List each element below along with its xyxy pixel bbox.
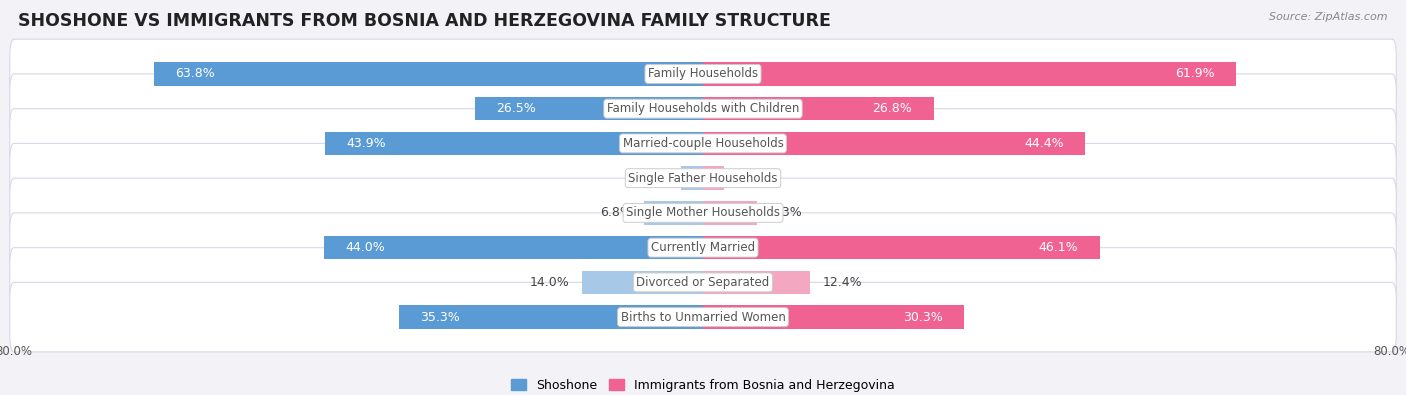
FancyBboxPatch shape: [10, 74, 1396, 143]
Text: 6.3%: 6.3%: [770, 207, 801, 219]
Bar: [323, 236, 703, 260]
Text: 46.1%: 46.1%: [1039, 241, 1078, 254]
FancyBboxPatch shape: [10, 143, 1396, 213]
Bar: [703, 132, 1085, 155]
Text: Single Father Households: Single Father Households: [628, 172, 778, 184]
Text: Family Households: Family Households: [648, 68, 758, 81]
Bar: [582, 271, 703, 294]
Bar: [153, 62, 703, 86]
Bar: [703, 271, 810, 294]
Text: 2.4%: 2.4%: [737, 172, 768, 184]
Text: 63.8%: 63.8%: [176, 68, 215, 81]
Text: 44.4%: 44.4%: [1024, 137, 1064, 150]
Text: 35.3%: 35.3%: [420, 310, 460, 324]
Text: 61.9%: 61.9%: [1175, 68, 1215, 81]
Text: 2.6%: 2.6%: [636, 172, 668, 184]
Bar: [703, 97, 934, 120]
Text: Married-couple Households: Married-couple Households: [623, 137, 783, 150]
Text: Source: ZipAtlas.com: Source: ZipAtlas.com: [1270, 12, 1388, 22]
Bar: [399, 305, 703, 329]
Text: 26.8%: 26.8%: [873, 102, 912, 115]
Bar: [681, 166, 703, 190]
FancyBboxPatch shape: [10, 109, 1396, 178]
Bar: [703, 62, 1236, 86]
Bar: [475, 97, 703, 120]
Text: 14.0%: 14.0%: [530, 276, 569, 289]
Bar: [703, 236, 1099, 260]
Text: Births to Unmarried Women: Births to Unmarried Women: [620, 310, 786, 324]
Text: 43.9%: 43.9%: [346, 137, 387, 150]
Bar: [644, 201, 703, 225]
Text: 6.8%: 6.8%: [599, 207, 631, 219]
Text: 44.0%: 44.0%: [346, 241, 385, 254]
Text: Single Mother Households: Single Mother Households: [626, 207, 780, 219]
Text: 26.5%: 26.5%: [496, 102, 536, 115]
Text: Currently Married: Currently Married: [651, 241, 755, 254]
Text: Family Households with Children: Family Households with Children: [607, 102, 799, 115]
Text: 30.3%: 30.3%: [903, 310, 942, 324]
Text: SHOSHONE VS IMMIGRANTS FROM BOSNIA AND HERZEGOVINA FAMILY STRUCTURE: SHOSHONE VS IMMIGRANTS FROM BOSNIA AND H…: [18, 12, 831, 30]
Bar: [703, 305, 965, 329]
Bar: [703, 201, 758, 225]
Bar: [703, 166, 724, 190]
Legend: Shoshone, Immigrants from Bosnia and Herzegovina: Shoshone, Immigrants from Bosnia and Her…: [506, 374, 900, 395]
Text: Divorced or Separated: Divorced or Separated: [637, 276, 769, 289]
Text: 12.4%: 12.4%: [823, 276, 862, 289]
FancyBboxPatch shape: [10, 178, 1396, 248]
FancyBboxPatch shape: [10, 39, 1396, 109]
FancyBboxPatch shape: [10, 213, 1396, 282]
FancyBboxPatch shape: [10, 282, 1396, 352]
Bar: [325, 132, 703, 155]
FancyBboxPatch shape: [10, 248, 1396, 317]
